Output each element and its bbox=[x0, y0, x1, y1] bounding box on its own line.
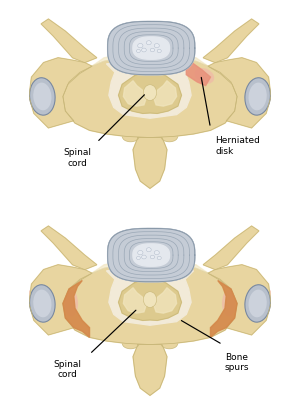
Ellipse shape bbox=[136, 257, 140, 260]
Ellipse shape bbox=[245, 285, 270, 323]
Polygon shape bbox=[123, 288, 146, 313]
Polygon shape bbox=[29, 265, 92, 335]
Polygon shape bbox=[186, 62, 211, 86]
Polygon shape bbox=[29, 59, 92, 128]
Ellipse shape bbox=[142, 49, 146, 53]
Polygon shape bbox=[108, 229, 195, 282]
Ellipse shape bbox=[33, 83, 52, 111]
Polygon shape bbox=[41, 226, 97, 270]
Polygon shape bbox=[63, 60, 237, 138]
Ellipse shape bbox=[248, 83, 267, 111]
Ellipse shape bbox=[143, 85, 157, 101]
Ellipse shape bbox=[65, 290, 78, 317]
Polygon shape bbox=[133, 38, 170, 60]
Ellipse shape bbox=[30, 78, 55, 116]
Ellipse shape bbox=[142, 256, 146, 259]
Ellipse shape bbox=[122, 338, 139, 349]
Polygon shape bbox=[41, 20, 97, 64]
Polygon shape bbox=[203, 20, 259, 64]
Text: Herniated
disk: Herniated disk bbox=[215, 136, 260, 155]
Polygon shape bbox=[108, 22, 195, 76]
Polygon shape bbox=[108, 229, 195, 282]
Ellipse shape bbox=[142, 256, 146, 259]
Ellipse shape bbox=[146, 42, 151, 46]
Ellipse shape bbox=[136, 50, 140, 53]
Ellipse shape bbox=[150, 49, 155, 53]
Text: Spinal
cord: Spinal cord bbox=[54, 359, 82, 379]
Ellipse shape bbox=[161, 338, 178, 349]
Ellipse shape bbox=[136, 50, 140, 53]
Polygon shape bbox=[208, 59, 271, 128]
Ellipse shape bbox=[150, 256, 155, 259]
Ellipse shape bbox=[146, 248, 151, 252]
Polygon shape bbox=[108, 22, 195, 76]
Ellipse shape bbox=[157, 256, 161, 260]
Ellipse shape bbox=[138, 251, 143, 255]
Polygon shape bbox=[211, 281, 237, 337]
Ellipse shape bbox=[136, 257, 140, 260]
Ellipse shape bbox=[138, 251, 143, 255]
Polygon shape bbox=[123, 81, 146, 107]
Ellipse shape bbox=[161, 132, 178, 142]
Ellipse shape bbox=[248, 290, 267, 318]
Ellipse shape bbox=[222, 290, 235, 317]
Ellipse shape bbox=[138, 44, 143, 49]
Ellipse shape bbox=[154, 45, 159, 49]
Ellipse shape bbox=[195, 69, 214, 85]
Polygon shape bbox=[208, 265, 271, 335]
Polygon shape bbox=[133, 244, 170, 267]
Ellipse shape bbox=[154, 251, 159, 255]
Ellipse shape bbox=[157, 50, 161, 54]
Ellipse shape bbox=[146, 248, 151, 252]
Ellipse shape bbox=[28, 287, 44, 301]
Ellipse shape bbox=[256, 287, 272, 301]
Polygon shape bbox=[133, 38, 170, 60]
Ellipse shape bbox=[146, 42, 151, 46]
Ellipse shape bbox=[154, 251, 159, 255]
Polygon shape bbox=[133, 345, 167, 395]
Polygon shape bbox=[203, 226, 259, 270]
Ellipse shape bbox=[157, 256, 161, 260]
Ellipse shape bbox=[138, 44, 143, 49]
Polygon shape bbox=[106, 270, 194, 325]
Ellipse shape bbox=[33, 290, 52, 318]
Polygon shape bbox=[63, 266, 237, 345]
Ellipse shape bbox=[143, 292, 157, 308]
Polygon shape bbox=[63, 281, 89, 337]
Polygon shape bbox=[154, 288, 177, 313]
Polygon shape bbox=[92, 56, 208, 67]
Polygon shape bbox=[92, 263, 208, 273]
Polygon shape bbox=[118, 73, 182, 114]
Ellipse shape bbox=[150, 49, 155, 53]
Ellipse shape bbox=[245, 78, 270, 116]
Ellipse shape bbox=[142, 49, 146, 53]
Ellipse shape bbox=[150, 256, 155, 259]
Polygon shape bbox=[133, 244, 170, 267]
Polygon shape bbox=[133, 138, 167, 189]
Ellipse shape bbox=[154, 45, 159, 49]
Ellipse shape bbox=[30, 285, 55, 323]
Ellipse shape bbox=[122, 132, 139, 142]
Text: Spinal
cord: Spinal cord bbox=[63, 148, 92, 167]
Polygon shape bbox=[106, 64, 194, 119]
Text: Bone
spurs: Bone spurs bbox=[225, 352, 250, 371]
Polygon shape bbox=[118, 280, 182, 320]
Ellipse shape bbox=[157, 50, 161, 54]
Polygon shape bbox=[154, 81, 177, 107]
